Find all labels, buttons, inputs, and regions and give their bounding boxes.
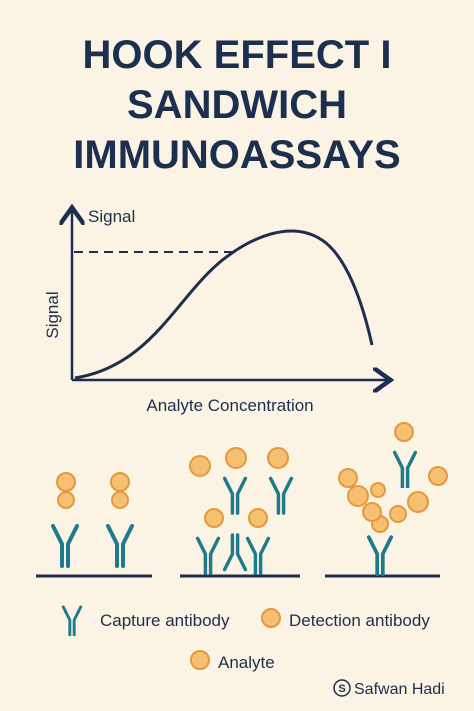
legend-icon <box>261 608 281 628</box>
analyte <box>407 491 429 513</box>
analyte <box>57 491 75 509</box>
legend-icon <box>190 650 210 670</box>
credit-name: Safwan Hadi <box>354 681 445 698</box>
title-line: SANDWICH <box>127 83 347 127</box>
legend-label: Detection antibody <box>289 611 430 630</box>
analyte <box>428 466 448 486</box>
analyte <box>225 447 247 469</box>
analyte <box>248 508 268 528</box>
analyte <box>370 482 386 498</box>
legend-label: Capture antibody <box>100 611 230 630</box>
panel-optimal <box>180 447 300 578</box>
legend-label: Analyte <box>218 653 275 672</box>
logo: S <box>338 683 345 695</box>
legend: Capture antibody Detection antibody Anal… <box>61 605 430 672</box>
analyte <box>110 472 130 492</box>
analyte <box>56 472 76 492</box>
analyte <box>267 447 289 469</box>
x-axis-label: Analyte Concentration <box>146 396 313 415</box>
y-axis-label: Signal <box>43 291 62 338</box>
analyte <box>338 468 358 488</box>
curve <box>74 229 374 380</box>
analyte <box>394 422 414 442</box>
analyte <box>362 502 382 522</box>
title-line: IMMUNOASSAYS <box>73 133 400 177</box>
panel-low <box>36 472 152 578</box>
panel-hook <box>325 422 448 578</box>
analyte <box>189 455 211 477</box>
analyte <box>347 485 369 507</box>
credit: S Safwan Hadi <box>333 679 445 698</box>
logo-circle <box>333 679 351 697</box>
analyte <box>204 508 224 528</box>
analyte <box>389 505 407 523</box>
graph: Signal Signal Analyte Concentration <box>43 207 388 415</box>
y-arrow-label: Signal <box>88 207 135 226</box>
analyte <box>111 491 129 509</box>
title-line: HOOK EFFECT I <box>83 33 392 77</box>
